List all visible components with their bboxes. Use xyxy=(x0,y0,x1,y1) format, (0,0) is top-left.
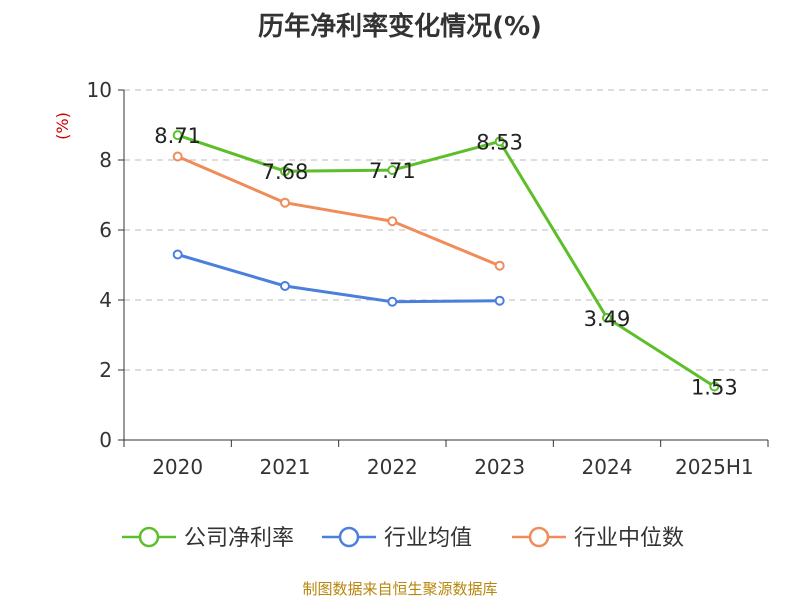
legend-label[interactable]: 行业中位数 xyxy=(574,526,684,551)
axes: 0 2 4 6 8 10 (%) 2020 2021 2022 2023 2024 2025H1 xyxy=(53,78,769,479)
data-point[interactable] xyxy=(387,165,398,176)
data-labels: 8.71 7.68 7.71 8.53 3.49 1.53 xyxy=(154,124,737,399)
data-point[interactable] xyxy=(280,166,290,177)
data-point[interactable] xyxy=(387,296,398,307)
data-point[interactable] xyxy=(172,249,183,260)
data-label: 7.71 xyxy=(369,159,416,183)
x-tick-label: 2024 xyxy=(582,455,633,479)
chart-title: 历年净利率变化情况(%) xyxy=(258,12,542,42)
y-tick-label: 8 xyxy=(99,148,112,172)
y-tick-label: 4 xyxy=(99,288,112,312)
y-tick-label: 6 xyxy=(99,218,112,242)
y-tick-label: 0 xyxy=(99,428,112,452)
source-note: 制图数据来自恒生聚源数据库 xyxy=(302,580,498,598)
legend-marker[interactable] xyxy=(528,526,550,548)
series-line xyxy=(177,133,716,388)
legend: 公司净利率 行业均值 行业中位数 xyxy=(122,526,684,551)
x-tick-label: 2020 xyxy=(152,455,203,479)
x-tick-label: 2023 xyxy=(474,455,525,479)
x-tick-label: 2025H1 xyxy=(675,455,754,479)
legend-label[interactable]: 行业均值 xyxy=(384,526,472,551)
data-point[interactable] xyxy=(172,151,183,162)
data-point[interactable] xyxy=(172,130,183,141)
y-tick-label: 2 xyxy=(99,358,112,382)
series-line xyxy=(177,155,501,268)
x-tick-label: 2021 xyxy=(260,455,311,479)
data-point[interactable] xyxy=(709,381,720,392)
data-point[interactable] xyxy=(494,136,505,147)
y-tick-label: 10 xyxy=(87,78,112,102)
data-point[interactable] xyxy=(494,260,505,271)
series-layer xyxy=(172,130,720,392)
legend-label[interactable]: 公司净利率 xyxy=(184,526,294,551)
data-label: 1.53 xyxy=(691,375,738,399)
data-point[interactable] xyxy=(280,197,290,208)
data-point[interactable] xyxy=(602,312,612,323)
data-label: 8.71 xyxy=(154,124,201,148)
data-label: 8.53 xyxy=(476,130,523,154)
x-tick-label: 2022 xyxy=(367,455,418,479)
data-point[interactable] xyxy=(387,216,398,227)
y-axis-label: (%) xyxy=(53,112,72,140)
data-label: 3.49 xyxy=(584,307,631,331)
legend-marker[interactable] xyxy=(338,526,360,548)
legend-marker[interactable] xyxy=(138,526,160,548)
grid-lines xyxy=(124,89,768,371)
data-label: 7.68 xyxy=(262,160,309,184)
series-line xyxy=(177,253,500,304)
data-point[interactable] xyxy=(494,295,505,306)
data-point[interactable] xyxy=(280,281,290,291)
